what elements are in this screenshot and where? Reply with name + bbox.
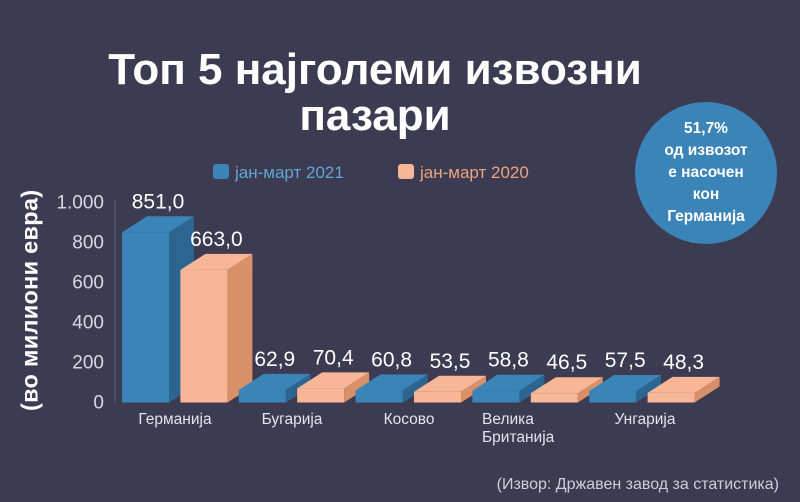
svg-text:70,4: 70,4	[313, 346, 354, 369]
svg-text:58,8: 58,8	[488, 349, 529, 372]
svg-text:200: 200	[72, 353, 104, 374]
svg-text:48,3: 48,3	[663, 351, 704, 374]
svg-text:57,5: 57,5	[605, 349, 646, 372]
svg-text:800: 800	[72, 233, 104, 254]
svg-text:400: 400	[72, 313, 104, 334]
svg-text:1.000: 1.000	[56, 193, 104, 214]
svg-text:60,8: 60,8	[371, 348, 412, 371]
svg-text:851,0: 851,0	[132, 190, 185, 213]
svg-text:53,5: 53,5	[430, 350, 471, 373]
svg-text:46,5: 46,5	[546, 351, 587, 374]
svg-text:600: 600	[72, 273, 104, 294]
svg-text:0: 0	[93, 393, 104, 414]
svg-text:663,0: 663,0	[190, 228, 243, 251]
svg-text:62,9: 62,9	[254, 348, 295, 371]
